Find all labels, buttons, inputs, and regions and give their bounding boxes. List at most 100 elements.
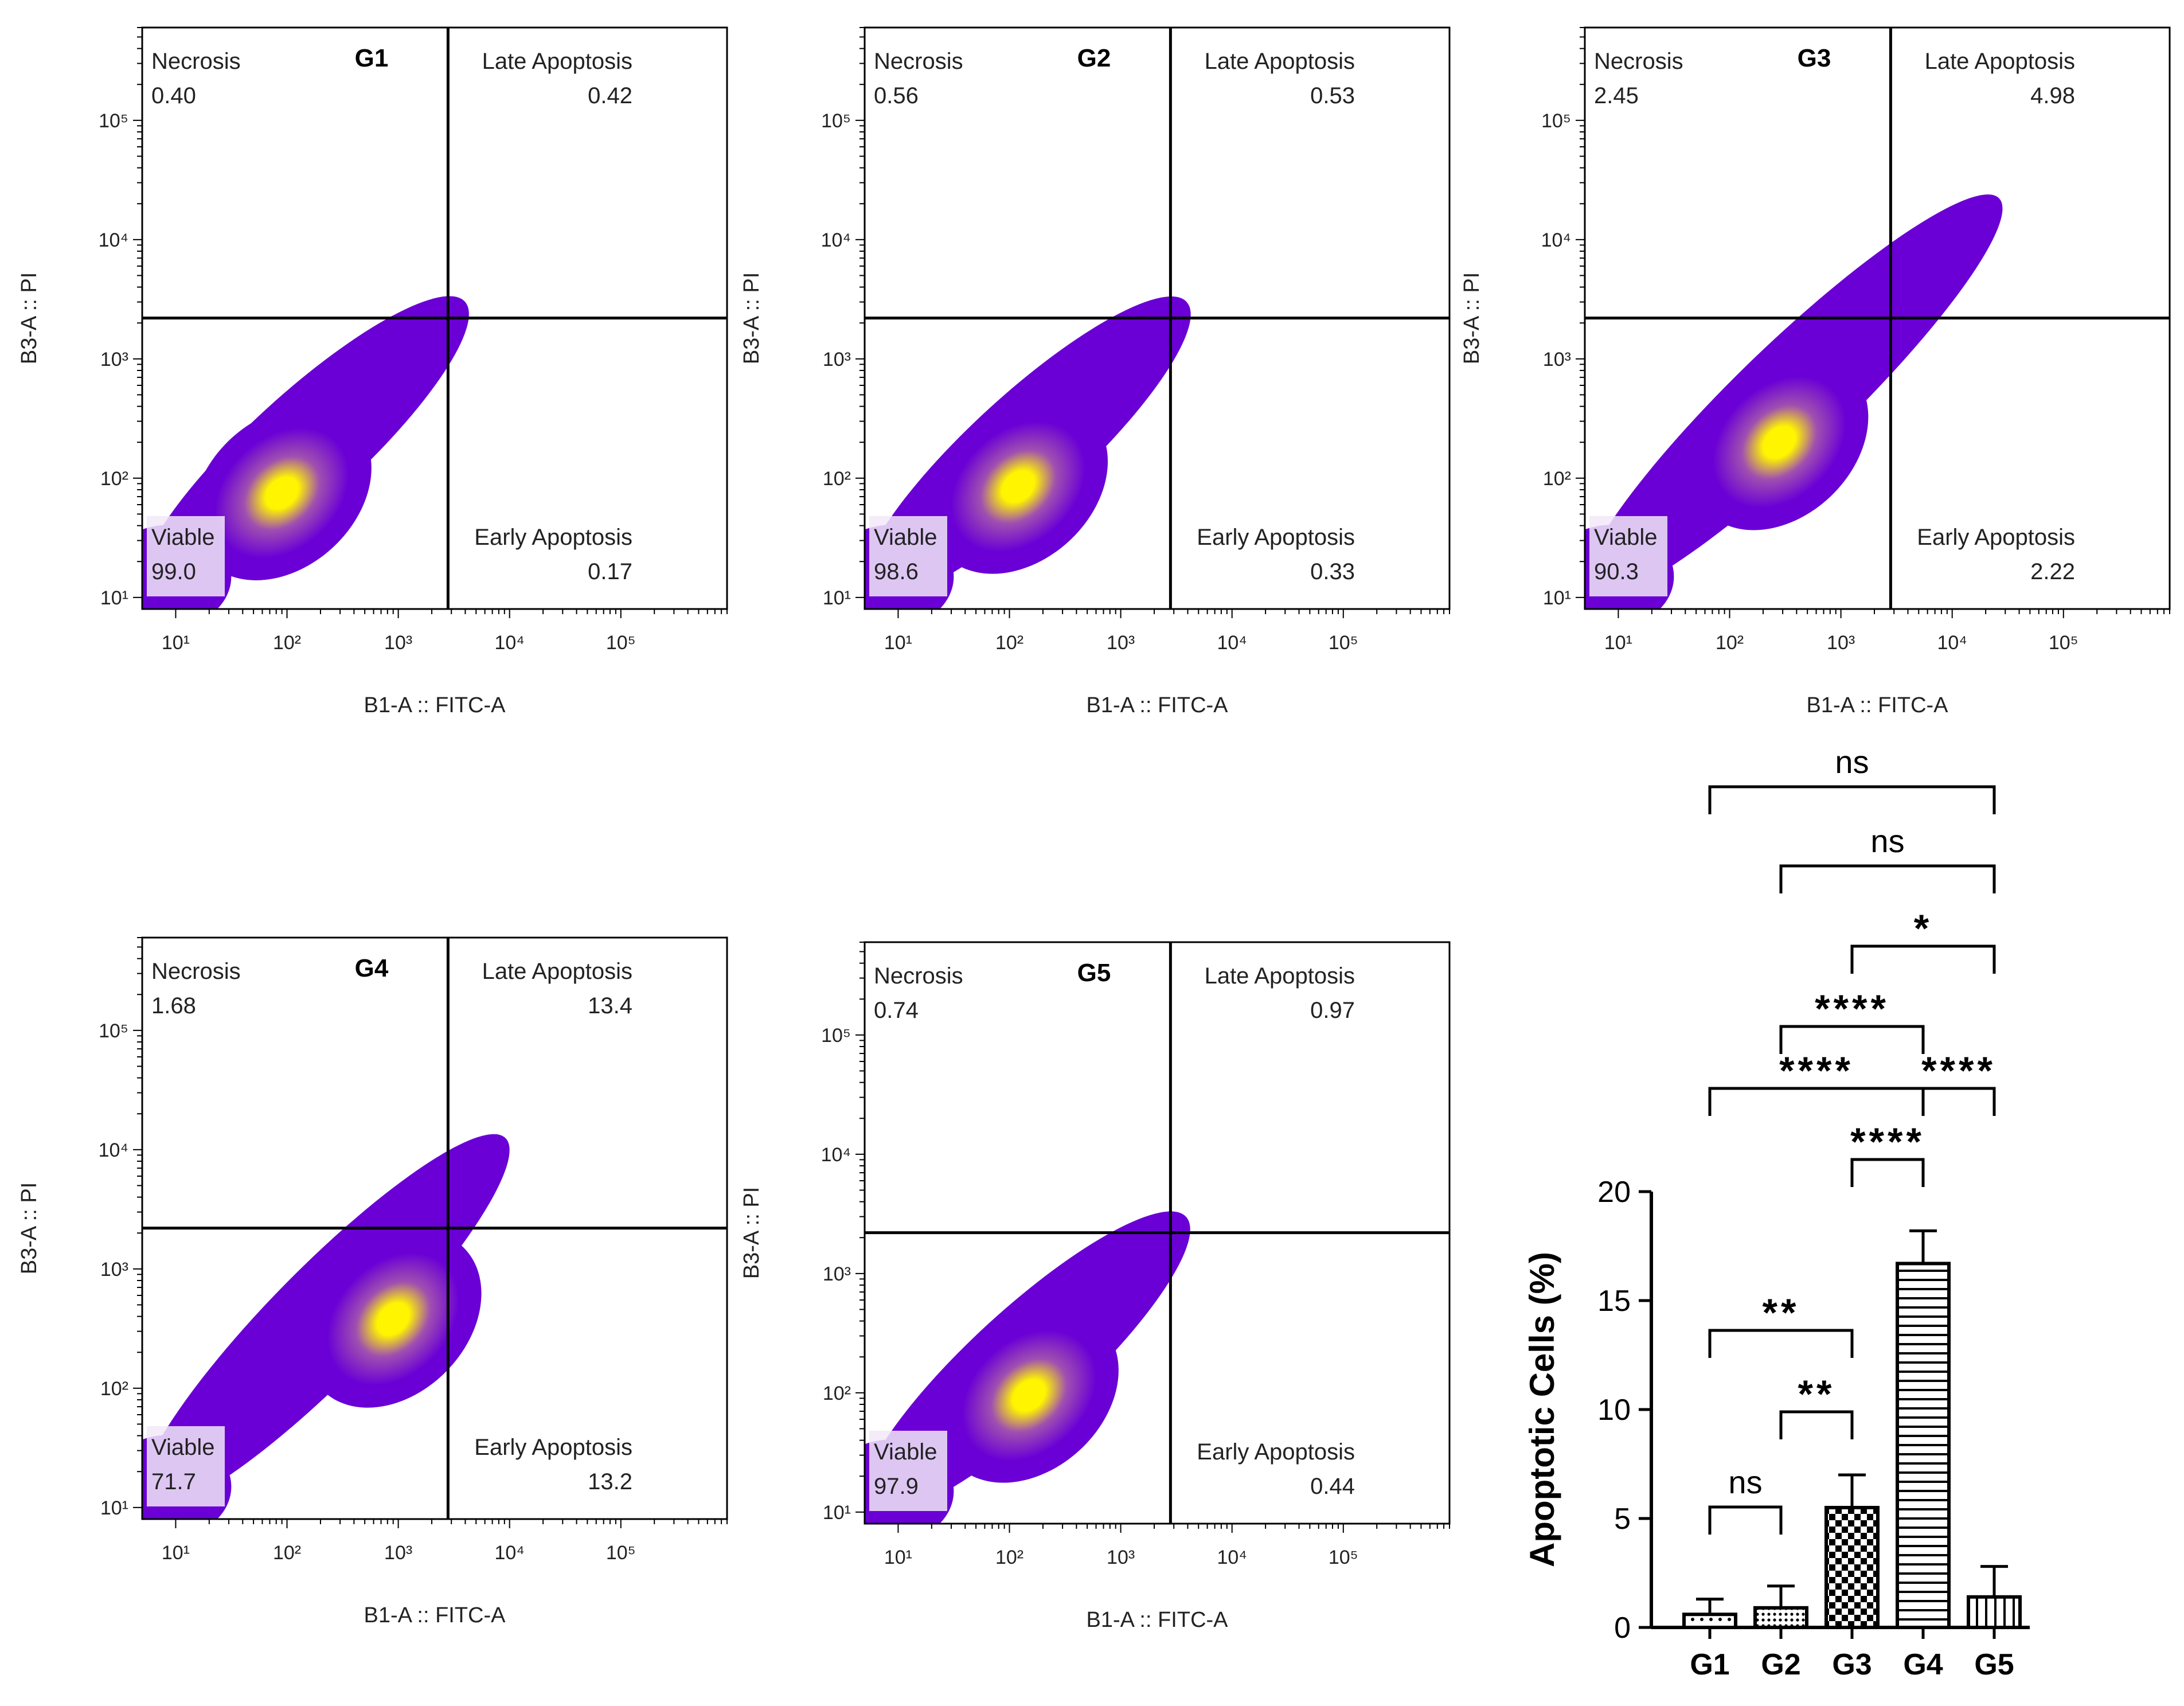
quadrant-late-apoptosis-label: Late Apoptosis bbox=[482, 959, 632, 984]
x-tick-label: 10³ bbox=[384, 1542, 412, 1564]
significance-label: **** bbox=[1850, 1120, 1925, 1164]
density-peak bbox=[304, 1230, 482, 1408]
quadrant-necrosis-label: Necrosis bbox=[151, 49, 241, 74]
y-axis-label: B3-A :: PI bbox=[740, 1187, 764, 1279]
quadrant-viable-value: 90.3 bbox=[1594, 559, 1639, 584]
quadrant-necrosis-value: 0.56 bbox=[874, 83, 919, 108]
y-tick-label: 10¹ bbox=[823, 1502, 851, 1524]
x-tick-label: 10² bbox=[1716, 632, 1744, 654]
y-tick-label: 10² bbox=[1543, 468, 1571, 490]
y-tick-label: 10² bbox=[823, 1383, 851, 1404]
panel-title: G4 bbox=[355, 954, 389, 982]
y-tick-label: 10³ bbox=[100, 349, 128, 370]
quadrant-early-apoptosis-label: Early Apoptosis bbox=[1917, 525, 2075, 550]
y-tick-label: 10⁵ bbox=[1541, 110, 1571, 132]
significance-bracket bbox=[1708, 1505, 1783, 1535]
viable-label-box bbox=[1589, 516, 1667, 596]
quadrant-necrosis-value: 0.40 bbox=[151, 83, 196, 108]
y-tick-label: 10⁴ bbox=[821, 1144, 851, 1166]
bar-g5 bbox=[1967, 1595, 2022, 1630]
y-tick-label: 10⁵ bbox=[821, 1025, 851, 1047]
density-peak bbox=[928, 399, 1108, 574]
y-tick-label: 10² bbox=[100, 468, 128, 490]
x-tick-label: 10¹ bbox=[1604, 632, 1632, 654]
significance-label: **** bbox=[1921, 1049, 1996, 1092]
y-tick-label: 10⁴ bbox=[99, 229, 128, 251]
bar-category-label: G1 bbox=[1690, 1648, 1729, 1681]
panel-title: G5 bbox=[1077, 959, 1111, 987]
significance-bracket bbox=[1708, 785, 1996, 814]
x-tick-label: 10¹ bbox=[162, 632, 190, 654]
significance-label: ns bbox=[1870, 823, 1904, 859]
y-axis-label: B3-A :: PI bbox=[17, 272, 41, 365]
significance-bracket bbox=[1779, 1025, 1925, 1054]
x-axis-label: B1-A :: FITC-A bbox=[1086, 693, 1228, 717]
x-tick-label: 10⁵ bbox=[1329, 1547, 1358, 1568]
quadrant-necrosis-value: 1.68 bbox=[151, 993, 196, 1018]
x-tick-label: 10⁴ bbox=[1217, 1547, 1247, 1568]
quadrant-viable-value: 71.7 bbox=[151, 1469, 196, 1494]
viable-label-box bbox=[869, 1431, 947, 1511]
significance-bracket bbox=[1708, 1329, 1854, 1358]
x-tick-label: 10³ bbox=[1827, 632, 1855, 654]
quadrant-viable-label: Viable bbox=[874, 525, 937, 550]
x-tick-label: 10¹ bbox=[884, 632, 912, 654]
y-tick-label: 10⁵ bbox=[99, 1020, 128, 1042]
density-peak bbox=[192, 405, 372, 580]
significance-label: ns bbox=[1728, 1464, 1762, 1500]
x-tick-label: 10⁴ bbox=[494, 1542, 524, 1564]
viable-label-box bbox=[147, 1426, 225, 1506]
significance-label: ** bbox=[1763, 1291, 1800, 1334]
x-tick-label: 10³ bbox=[1107, 632, 1135, 654]
quadrant-viable-label: Viable bbox=[151, 525, 214, 550]
x-axis-label: B1-A :: FITC-A bbox=[1086, 1608, 1228, 1632]
bar-y-tick-label: 0 bbox=[1614, 1611, 1631, 1645]
panel-title: G2 bbox=[1077, 44, 1111, 72]
quadrant-necrosis-label: Necrosis bbox=[151, 959, 241, 984]
significance-bracket bbox=[1779, 1410, 1854, 1439]
x-tick-label: 10⁵ bbox=[606, 632, 636, 654]
y-tick-label: 10³ bbox=[100, 1259, 128, 1281]
x-tick-label: 10⁵ bbox=[606, 1542, 636, 1564]
quadrant-early-apoptosis-value: 13.2 bbox=[588, 1469, 632, 1494]
significance-bracket bbox=[1708, 1087, 1925, 1116]
panel-title: G3 bbox=[1798, 44, 1831, 72]
quadrant-late-apoptosis-label: Late Apoptosis bbox=[1205, 963, 1355, 989]
significance-label: ** bbox=[1798, 1372, 1835, 1416]
quadrant-late-apoptosis-value: 4.98 bbox=[2030, 83, 2075, 108]
quadrant-necrosis-label: Necrosis bbox=[874, 49, 963, 74]
bar-y-tick-label: 20 bbox=[1597, 1176, 1631, 1209]
bar-y-tick-label: 5 bbox=[1614, 1502, 1631, 1536]
y-tick-label: 10³ bbox=[1543, 349, 1571, 370]
x-tick-label: 10⁴ bbox=[494, 632, 524, 654]
bar-category-label: G2 bbox=[1761, 1648, 1800, 1681]
quadrant-late-apoptosis-value: 0.97 bbox=[1310, 998, 1355, 1023]
quadrant-early-apoptosis-value: 0.33 bbox=[1310, 559, 1355, 584]
bar-g3 bbox=[1824, 1506, 1880, 1629]
bar-g1 bbox=[1682, 1613, 1737, 1629]
quadrant-late-apoptosis-label: Late Apoptosis bbox=[1205, 49, 1355, 74]
quadrant-early-apoptosis-label: Early Apoptosis bbox=[474, 1435, 632, 1460]
significance-bracket bbox=[1850, 944, 1996, 974]
significance-bracket bbox=[1921, 1087, 1996, 1116]
bar-g2 bbox=[1753, 1606, 1808, 1630]
bar-category-label: G4 bbox=[1903, 1648, 1943, 1681]
x-tick-label: 10² bbox=[995, 1547, 1023, 1568]
quadrant-viable-value: 97.9 bbox=[874, 1474, 919, 1499]
bar-y-tick-label: 10 bbox=[1597, 1393, 1631, 1427]
y-tick-label: 10⁴ bbox=[1541, 229, 1571, 251]
x-axis-label: B1-A :: FITC-A bbox=[1806, 693, 1948, 717]
x-tick-label: 10⁴ bbox=[1937, 632, 1967, 654]
y-axis-label: B3-A :: PI bbox=[1460, 272, 1484, 365]
significance-label: * bbox=[1914, 907, 1932, 950]
panel-title: G1 bbox=[355, 44, 389, 72]
y-tick-label: 10³ bbox=[823, 1263, 851, 1285]
y-axis-label: B3-A :: PI bbox=[17, 1182, 41, 1275]
quadrant-early-apoptosis-label: Early Apoptosis bbox=[1197, 1439, 1355, 1465]
y-tick-label: 10¹ bbox=[1543, 587, 1571, 609]
density-peak bbox=[1690, 354, 1869, 530]
